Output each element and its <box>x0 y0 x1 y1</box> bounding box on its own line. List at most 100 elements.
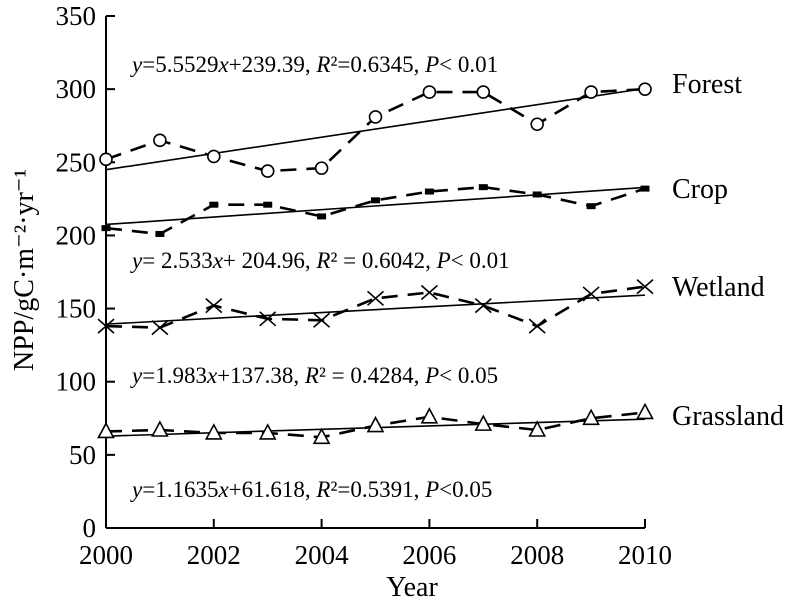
data-point-grassland <box>582 408 600 426</box>
data-point-forest <box>584 85 598 99</box>
y-tick-label: 150 <box>56 294 97 324</box>
x-tick-label: 2010 <box>618 540 672 570</box>
equation-part: y <box>130 363 143 388</box>
equation-part: P <box>424 363 439 388</box>
x-tick-label: 2004 <box>295 540 350 570</box>
regression-equation-forest: y=5.5529x+239.39, R²=0.6345, P< 0.01 <box>130 52 498 77</box>
data-point-forest <box>476 85 491 99</box>
data-point-wetland <box>313 312 331 328</box>
data-point-wetland <box>528 318 546 334</box>
trend-line-wetland <box>105 294 646 325</box>
equation-part: P <box>436 248 451 273</box>
axes: 0 50 100 150 200 250 300 350 2000 2002 2004 2006 200… <box>56 1 673 570</box>
data-point-forest <box>153 133 167 148</box>
data-point-grassland <box>151 420 169 437</box>
data-point-wetland <box>636 279 654 295</box>
equation-part: =1.1635 <box>142 477 218 502</box>
data-point-crop <box>209 201 219 208</box>
equation-part: < 0.01 <box>451 248 510 273</box>
series-label-wetland: Wetland <box>672 272 765 303</box>
y-tick-label: 250 <box>56 147 97 177</box>
data-point-crop <box>155 230 165 237</box>
equation-part: x <box>217 477 229 502</box>
series-label-crop: Crop <box>672 174 728 205</box>
regression-equation-wetland: y=1.983x+137.38, R² = 0.4284, P< 0.05 <box>130 363 498 388</box>
data-point-wetland <box>259 311 277 327</box>
data-point-forest <box>260 164 275 178</box>
equation-part: R <box>315 477 330 502</box>
data-point-crop <box>532 191 542 198</box>
data-point-forest <box>638 82 652 96</box>
data-point-forest <box>530 117 545 132</box>
series-line-wetland <box>105 285 646 329</box>
data-series <box>97 82 654 445</box>
data-point-forest <box>207 149 221 164</box>
x-tick-label: 2002 <box>187 540 241 570</box>
equation-part: +137.38, <box>217 363 305 388</box>
x-tick-label: 2006 <box>402 540 456 570</box>
equation-part: < 0.01 <box>439 52 498 77</box>
data-point-grassland <box>97 421 115 439</box>
data-point-grassland <box>258 423 277 440</box>
series-label-forest: Forest <box>672 69 742 100</box>
equation-part: < 0.05 <box>439 363 498 388</box>
trend-line-crop <box>105 186 646 226</box>
regression-equation-crop: y= 2.533x+ 204.96, R² = 0.6042, P< 0.01 <box>130 248 510 273</box>
regression-equation-grassland: y=1.1635x+61.618, R²=0.5391, P<0.05 <box>130 477 492 502</box>
data-point-wetland <box>420 284 438 301</box>
equation-part: <0.05 <box>439 477 492 502</box>
y-tick-label: 350 <box>56 1 97 31</box>
data-point-grassland <box>528 420 547 437</box>
equation-part: ²=0.5391, <box>330 477 425 502</box>
data-point-forest <box>368 110 383 124</box>
trend-line-forest <box>105 87 646 171</box>
data-point-crop <box>371 197 380 204</box>
equation-part: x <box>212 248 224 273</box>
data-point-forest <box>422 85 437 99</box>
equation-part: y <box>130 52 143 77</box>
equation-part: R <box>315 248 330 273</box>
data-point-grassland <box>636 402 654 420</box>
y-axis-title: NPP/gC·m⁻²·yr⁻¹ <box>9 169 40 371</box>
x-axis-title: Year <box>386 572 438 600</box>
equation-part: =1.983 <box>142 363 207 388</box>
series-line-crop <box>105 185 646 236</box>
data-point-grassland <box>420 407 439 424</box>
data-point-forest <box>314 161 329 175</box>
equation-part: ² = 0.6042, <box>330 248 436 273</box>
data-point-wetland <box>205 298 223 314</box>
equation-part: P <box>424 52 439 77</box>
equation-part: ²=0.6345, <box>330 52 425 77</box>
data-point-grassland <box>366 415 385 433</box>
y-tick-label: 200 <box>56 220 97 250</box>
equation-part: P <box>424 477 439 502</box>
y-tick-label: 100 <box>56 367 97 397</box>
equation-part: +239.39, <box>229 52 317 77</box>
equation-part: R <box>304 363 319 388</box>
data-point-crop <box>263 201 273 208</box>
data-point-wetland <box>582 286 600 302</box>
data-point-grassland <box>312 427 331 445</box>
equation-part: x <box>217 52 229 77</box>
x-tick-label: 2000 <box>79 540 133 570</box>
equation-part: R <box>315 52 330 77</box>
data-point-crop <box>586 203 596 210</box>
x-tick-label: 2008 <box>510 540 564 570</box>
equation-part: +61.618, <box>229 477 317 502</box>
data-point-crop <box>317 213 327 220</box>
equation-part: y <box>130 248 143 273</box>
y-tick-label: 0 <box>83 513 97 543</box>
equation-part: x <box>206 363 218 388</box>
data-point-crop <box>424 188 434 195</box>
data-point-forest <box>99 152 113 167</box>
equation-part: =5.5529 <box>142 52 218 77</box>
equation-part: + 204.96, <box>223 248 316 273</box>
data-point-grassland <box>204 423 223 440</box>
data-point-grassland <box>474 414 493 431</box>
data-point-wetland <box>474 298 492 314</box>
equation-part: = 2.533 <box>142 248 212 273</box>
equation-part: y <box>130 477 143 502</box>
data-point-crop <box>640 185 650 192</box>
